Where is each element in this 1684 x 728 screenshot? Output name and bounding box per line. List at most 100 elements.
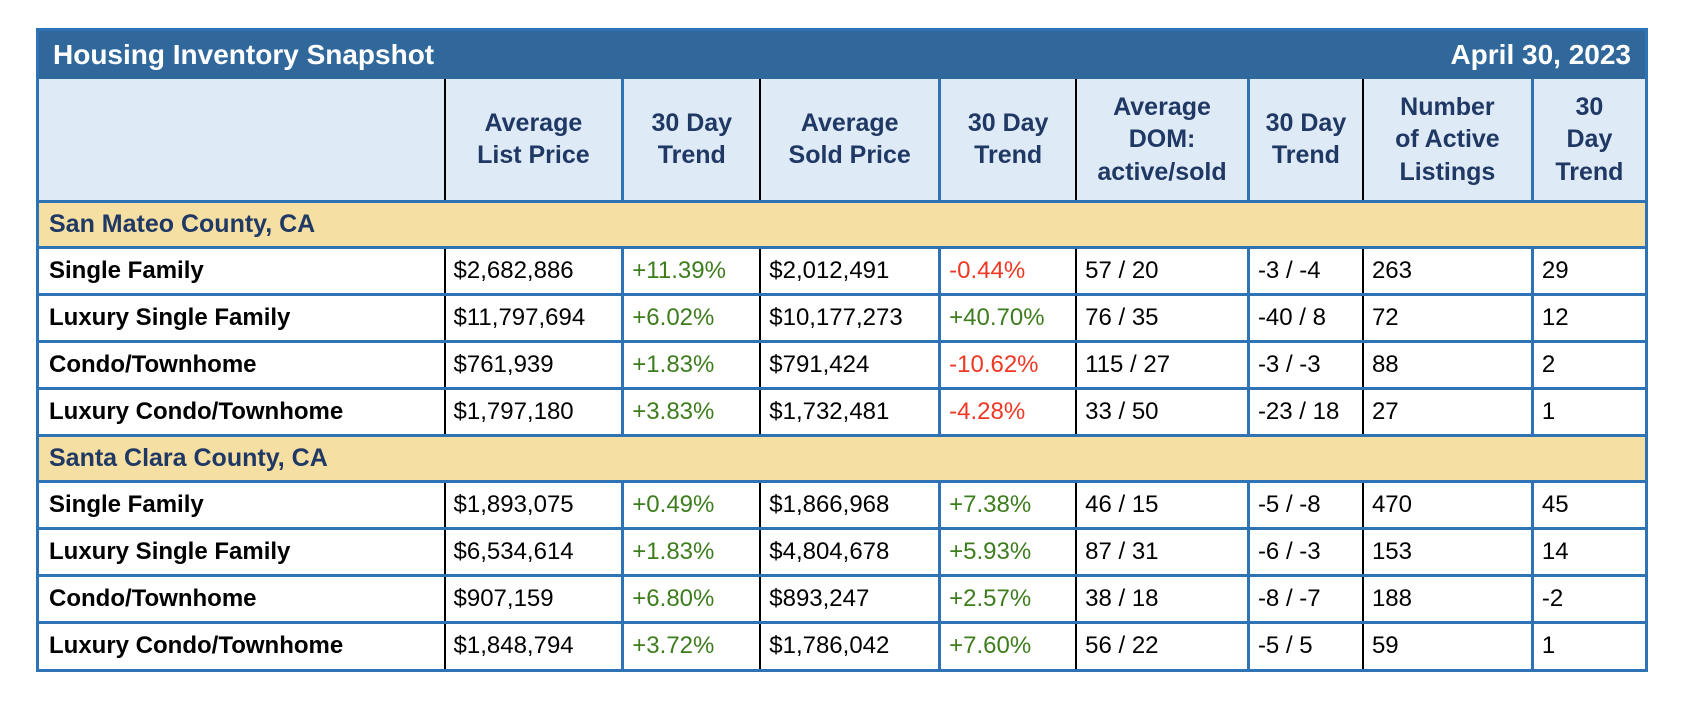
header-row: Average List Price 30 Day Trend Average Sold … <box>39 79 1645 201</box>
cell-avg-dom: 46 / 15 <box>1075 479 1249 528</box>
table-row: Condo/Townhome $907,159 +6.80% $893,247 +2.5… <box>39 573 1645 622</box>
table-row: Luxury Single Family $6,534,614 +1.83% $4,8… <box>39 526 1645 575</box>
cell-listings-trend: 1 <box>1530 386 1645 435</box>
cell-avg-sold-price: $10,177,273 <box>759 292 940 341</box>
cell-listings-trend: 14 <box>1530 526 1645 575</box>
section-row: San Mateo County, CA <box>39 199 1645 247</box>
cell-dom-trend: -3 / -3 <box>1246 339 1363 388</box>
cell-listings-trend: 29 <box>1530 245 1645 294</box>
page-title: Housing Inventory Snapshot <box>53 39 435 70</box>
cell-active-listings: 59 <box>1361 620 1533 669</box>
cell-dom-trend: -8 / -7 <box>1246 573 1363 622</box>
cell-avg-list-price: $11,797,694 <box>443 292 623 341</box>
cell-avg-dom: 33 / 50 <box>1075 386 1249 435</box>
cell-avg-sold-price: $791,424 <box>759 339 940 388</box>
column-header-list-price-trend: 30 Day Trend <box>621 79 761 201</box>
cell-dom-trend: -5 / 5 <box>1246 620 1363 669</box>
column-header-avg-sold-price: Average Sold Price <box>759 79 940 201</box>
cell-sold-price-trend: +2.57% <box>938 573 1077 622</box>
cell-sold-price-trend: -0.44% <box>938 245 1077 294</box>
cell-avg-sold-price: $1,866,968 <box>759 479 940 528</box>
cell-list-price-trend: +11.39% <box>621 245 761 294</box>
cell-avg-sold-price: $1,786,042 <box>759 620 940 669</box>
cell-active-listings: 470 <box>1361 479 1533 528</box>
cell-avg-list-price: $1,893,075 <box>443 479 623 528</box>
cell-dom-trend: -23 / 18 <box>1246 386 1363 435</box>
cell-active-listings: 27 <box>1361 386 1533 435</box>
cell-sold-price-trend: +7.38% <box>938 479 1077 528</box>
cell-avg-dom: 76 / 35 <box>1075 292 1249 341</box>
column-header-listings-trend: 30 Day Trend <box>1530 79 1645 201</box>
cell-avg-sold-price: $2,012,491 <box>759 245 940 294</box>
column-header-dom-trend: 30 Day Trend <box>1246 79 1363 201</box>
cell-sold-price-trend: +5.93% <box>938 526 1077 575</box>
cell-avg-list-price: $2,682,886 <box>443 245 623 294</box>
cell-active-listings: 188 <box>1361 573 1533 622</box>
row-label: Condo/Townhome <box>39 339 445 388</box>
column-header-avg-list-price: Average List Price <box>443 79 623 201</box>
row-label: Luxury Condo/Townhome <box>39 620 445 669</box>
page: Housing Inventory Snapshot April 30, 202… <box>36 28 1648 672</box>
cell-dom-trend: -5 / -8 <box>1246 479 1363 528</box>
cell-dom-trend: -6 / -3 <box>1246 526 1363 575</box>
cell-avg-dom: 57 / 20 <box>1075 245 1249 294</box>
row-label: Single Family <box>39 479 445 528</box>
cell-sold-price-trend: +7.60% <box>938 620 1077 669</box>
cell-listings-trend: -2 <box>1530 573 1645 622</box>
cell-list-price-trend: +3.83% <box>621 386 761 435</box>
cell-listings-trend: 1 <box>1530 620 1645 669</box>
housing-inventory-snapshot: Housing Inventory Snapshot April 30, 202… <box>36 28 1648 672</box>
row-label: Condo/Townhome <box>39 573 445 622</box>
cell-active-listings: 153 <box>1361 526 1533 575</box>
row-label: Luxury Condo/Townhome <box>39 386 445 435</box>
cell-avg-dom: 87 / 31 <box>1075 526 1249 575</box>
row-label: Luxury Single Family <box>39 292 445 341</box>
cell-avg-list-price: $6,534,614 <box>443 526 623 575</box>
cell-dom-trend: -3 / -4 <box>1246 245 1363 294</box>
cell-avg-dom: 115 / 27 <box>1075 339 1249 388</box>
column-header-avg-dom: Average DOM: active/sold <box>1075 79 1249 201</box>
table-row: Single Family $1,893,075 +0.49% $1,866,968 +… <box>39 479 1645 528</box>
table-row: Condo/Townhome $761,939 +1.83% $791,424 -10.… <box>39 339 1645 388</box>
title-bar: Housing Inventory Snapshot April 30, 202… <box>39 31 1645 79</box>
section-header: San Mateo County, CA <box>39 199 1645 247</box>
cell-listings-trend: 2 <box>1530 339 1645 388</box>
cell-list-price-trend: +6.02% <box>621 292 761 341</box>
cell-active-listings: 72 <box>1361 292 1533 341</box>
column-header-sold-price-trend: 30 Day Trend <box>938 79 1077 201</box>
cell-list-price-trend: +3.72% <box>621 620 761 669</box>
section-header: Santa Clara County, CA <box>39 433 1645 481</box>
cell-avg-dom: 56 / 22 <box>1075 620 1249 669</box>
cell-listings-trend: 45 <box>1530 479 1645 528</box>
cell-active-listings: 263 <box>1361 245 1533 294</box>
cell-list-price-trend: +0.49% <box>621 479 761 528</box>
table-header: Average List Price 30 Day Trend Average Sold … <box>39 79 1645 201</box>
cell-list-price-trend: +1.83% <box>621 526 761 575</box>
table-row: Luxury Condo/Townhome $1,848,794 +3.72% $1,… <box>39 620 1645 669</box>
cell-listings-trend: 12 <box>1530 292 1645 341</box>
section-row: Santa Clara County, CA <box>39 433 1645 481</box>
cell-dom-trend: -40 / 8 <box>1246 292 1363 341</box>
cell-avg-list-price: $761,939 <box>443 339 623 388</box>
cell-avg-sold-price: $1,732,481 <box>759 386 940 435</box>
cell-avg-dom: 38 / 18 <box>1075 573 1249 622</box>
table-row: Luxury Single Family $11,797,694 +6.02% $10… <box>39 292 1645 341</box>
cell-list-price-trend: +6.80% <box>621 573 761 622</box>
cell-sold-price-trend: -10.62% <box>938 339 1077 388</box>
cell-list-price-trend: +1.83% <box>621 339 761 388</box>
cell-sold-price-trend: +40.70% <box>938 292 1077 341</box>
row-label: Single Family <box>39 245 445 294</box>
cell-avg-list-price: $907,159 <box>443 573 623 622</box>
cell-sold-price-trend: -4.28% <box>938 386 1077 435</box>
table-body: San Mateo County, CA Single Family $2,682,… <box>39 199 1645 669</box>
column-header-active-listings: Number of Active Listings <box>1361 79 1533 201</box>
inventory-table: Average List Price 30 Day Trend Average Sold … <box>39 79 1645 669</box>
cell-active-listings: 88 <box>1361 339 1533 388</box>
cell-avg-sold-price: $893,247 <box>759 573 940 622</box>
cell-avg-list-price: $1,797,180 <box>443 386 623 435</box>
cell-avg-sold-price: $4,804,678 <box>759 526 940 575</box>
table-row: Luxury Condo/Townhome $1,797,180 +3.83% $1,… <box>39 386 1645 435</box>
table-row: Single Family $2,682,886 +11.39% $2,012,491… <box>39 245 1645 294</box>
column-header-row-label <box>39 79 445 201</box>
report-date: April 30, 2023 <box>1450 39 1631 70</box>
